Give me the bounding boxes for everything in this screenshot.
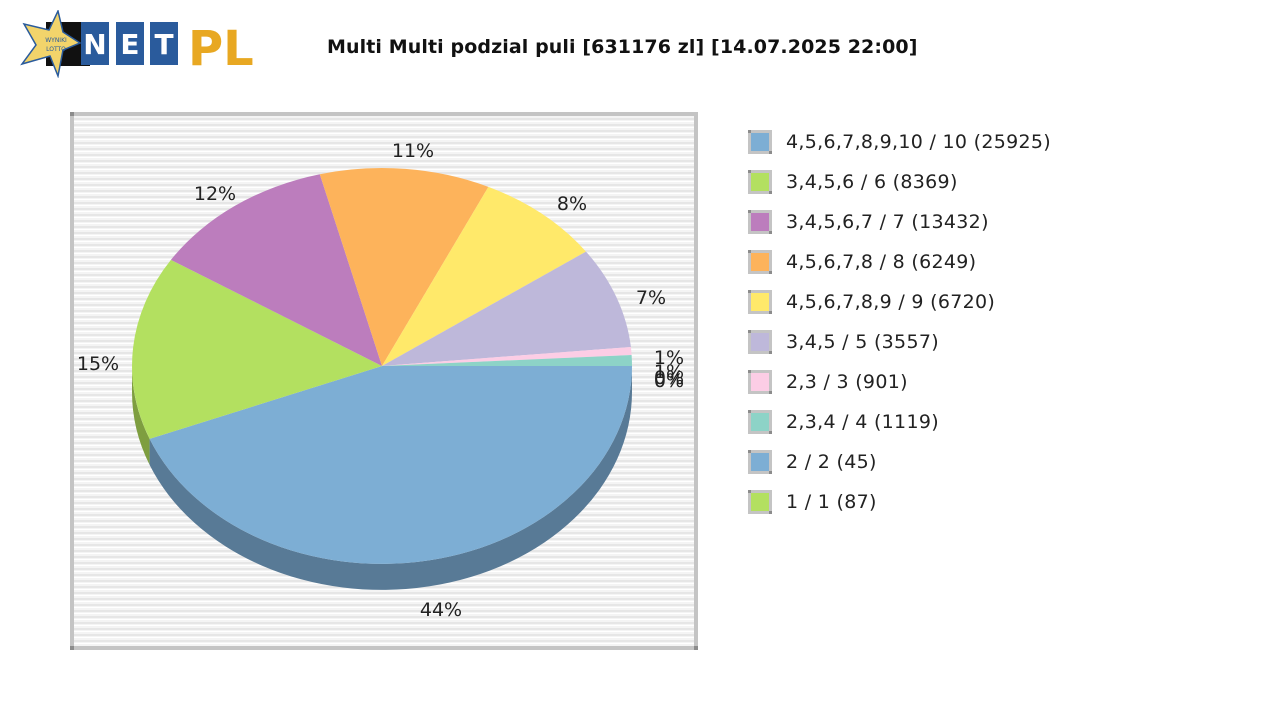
slice-4-9[interactable] (382, 186, 586, 366)
logo-letter-e: E (120, 28, 139, 61)
logo-letter-t: T (154, 28, 173, 61)
legend-swatch (748, 330, 772, 354)
logo-box-n (81, 22, 109, 65)
pie-chart-plot: 44% 15% 12% 11% 8% 7% 1% 1% 0% 0% (70, 112, 698, 650)
legend-swatch (748, 170, 772, 194)
logo-box-t (150, 22, 178, 65)
legend-label: 1 / 1 (87) (786, 491, 877, 513)
chart-legend: 4,5,6,7,8,9,10 / 10 (25925) 3,4,5,6 / 6 … (748, 122, 1051, 522)
legend-item[interactable]: 2,3 / 3 (901) (748, 362, 1051, 402)
plot-corner (70, 646, 74, 650)
legend-item[interactable]: 2,3,4 / 4 (1119) (748, 402, 1051, 442)
logo-star-text-1: WYNIKI (45, 37, 67, 44)
legend-swatch (748, 450, 772, 474)
pie (132, 168, 632, 590)
pct-label-slice-4-8: 11% (391, 140, 435, 162)
logo-letter-n: N (83, 28, 106, 61)
chart-title: Multi Multi podzial puli [631176 zl] [14… (327, 36, 918, 58)
netpl-logo[interactable]: WYNIKI LOTTO N E T PL (20, 8, 265, 79)
legend-label: 2,3,4 / 4 (1119) (786, 411, 939, 433)
pct-label-slice-4-9: 8% (556, 193, 588, 215)
legend-item[interactable]: 3,4,5,6,7 / 7 (13432) (748, 202, 1051, 242)
legend-swatch (748, 130, 772, 154)
pct-label-slice-4-10: 44% (419, 599, 463, 621)
slice-2-4[interactable] (382, 355, 632, 366)
legend-swatch (748, 210, 772, 234)
slice-3-7[interactable] (170, 174, 382, 366)
legend-label: 4,5,6,7,8 / 8 (6249) (786, 251, 977, 273)
legend-label: 4,5,6,7,8,9 / 9 (6720) (786, 291, 996, 313)
legend-label: 3,4,5 / 5 (3557) (786, 331, 939, 353)
legend-swatch (748, 290, 772, 314)
star-icon (20, 8, 82, 79)
plot-corner (70, 112, 74, 116)
slice-2-3[interactable] (382, 347, 632, 366)
pct-label-slice-3-5: 7% (635, 287, 667, 309)
logo-graphic: WYNIKI LOTTO N E T PL (20, 8, 254, 79)
pct-label-slice-3-6: 15% (76, 353, 120, 375)
legend-item[interactable]: 3,4,5,6 / 6 (8369) (748, 162, 1051, 202)
legend-label: 3,4,5,6 / 6 (8369) (786, 171, 958, 193)
slice-3-6[interactable] (132, 259, 382, 439)
legend-item[interactable]: 4,5,6,7,8 / 8 (6249) (748, 242, 1051, 282)
logo-box-e (116, 22, 144, 65)
legend-swatch (748, 490, 772, 514)
legend-item[interactable]: 4,5,6,7,8,9,10 / 10 (25925) (748, 122, 1051, 162)
legend-item[interactable]: 3,4,5 / 5 (3557) (748, 322, 1051, 362)
legend-item[interactable]: 1 / 1 (87) (748, 482, 1051, 522)
slice-4-8[interactable] (319, 168, 489, 366)
plot-corner (694, 646, 698, 650)
pct-label-slice-1-1: 0% (653, 370, 685, 392)
pct-label-slice-2-4: 1% (653, 361, 685, 383)
legend-swatch (748, 250, 772, 274)
legend-swatch (748, 410, 772, 434)
legend-swatch (748, 370, 772, 394)
logo-star-text-2: LOTTO (46, 46, 66, 53)
legend-label: 2,3 / 3 (901) (786, 371, 908, 393)
pct-label-slice-2-2: 0% (653, 367, 685, 389)
slice-4-10[interactable] (149, 366, 632, 564)
pie-chart-svg (70, 112, 698, 650)
logo-suffix-pl: PL (188, 21, 254, 77)
pie-side-green (132, 366, 150, 465)
legend-label: 2 / 2 (45) (786, 451, 877, 473)
legend-label: 4,5,6,7,8,9,10 / 10 (25925) (786, 131, 1052, 153)
pct-label-slice-2-3: 1% (653, 347, 685, 369)
legend-item[interactable]: 4,5,6,7,8,9 / 9 (6720) (748, 282, 1051, 322)
slice-3-5[interactable] (382, 251, 631, 366)
pct-label-slice-3-7: 12% (193, 183, 237, 205)
legend-item[interactable]: 2 / 2 (45) (748, 442, 1051, 482)
legend-label: 3,4,5,6,7 / 7 (13432) (786, 211, 989, 233)
